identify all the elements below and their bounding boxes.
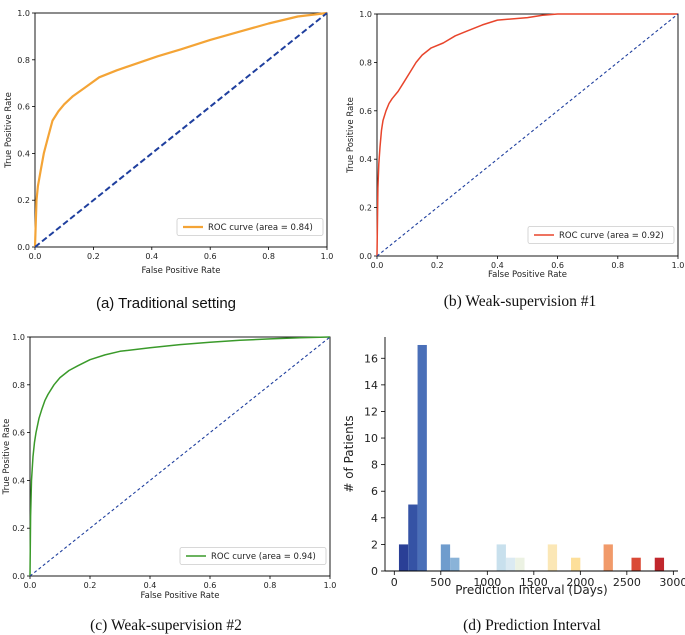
- y-tick-label: 0.8: [17, 56, 30, 65]
- x-axis-label: False Positive Rate: [488, 270, 567, 280]
- panel-caption: (b) Weak-supervision #1: [444, 293, 597, 310]
- x-tick-label: 0.2: [84, 581, 97, 590]
- y-tick-label: 8: [371, 459, 378, 472]
- y-tick-label: 0.4: [359, 155, 372, 164]
- y-tick-label: 0.4: [12, 476, 25, 485]
- legend-label: ROC curve (area = 0.84): [208, 223, 313, 233]
- x-tick-label: 0.0: [371, 261, 384, 270]
- y-axis-label: True Positive Rate: [2, 419, 12, 496]
- x-tick-label: 0.8: [611, 261, 624, 270]
- x-tick-label: 0.6: [551, 261, 564, 270]
- x-tick-label: 3000: [659, 576, 685, 589]
- y-tick-label: 0.0: [12, 572, 25, 581]
- chance-diagonal-line: [376, 13, 679, 257]
- y-tick-label: 0.0: [17, 243, 30, 252]
- x-tick-label: 1.0: [321, 252, 334, 261]
- y-tick-label: 1.0: [359, 10, 372, 19]
- y-tick-label: 16: [364, 352, 378, 365]
- y-tick-label: 0.8: [12, 381, 25, 390]
- y-tick-label: 0: [371, 565, 378, 578]
- y-tick-label: 0.6: [359, 107, 372, 116]
- y-tick-label: 1.0: [17, 9, 30, 18]
- panel-caption: (d) Prediction Interval: [463, 617, 601, 634]
- roc-curve-line: [376, 13, 678, 257]
- y-tick-label: 6: [371, 485, 378, 498]
- y-tick-label: 12: [364, 405, 378, 418]
- x-axis-label: False Positive Rate: [142, 266, 221, 276]
- x-tick-label: 0: [391, 576, 398, 589]
- axes-frame: [34, 12, 328, 248]
- x-tick-label: 500: [430, 576, 451, 589]
- axes-frame: [29, 336, 331, 577]
- x-tick-label: 1000: [473, 576, 501, 589]
- x-tick-label: 0.4: [145, 252, 158, 261]
- histogram-panel-d: 0 500 1000 1500 2000 2500 3000 0 2 4 6 8 10 12 14 16 Pre…: [342, 337, 685, 597]
- histogram-bar: [496, 544, 506, 571]
- x-tick-label: 1.0: [672, 261, 685, 270]
- x-axis-label: Prediction Interval (Days): [455, 583, 608, 597]
- legend-label: ROC curve (area = 0.94): [211, 552, 316, 562]
- x-tick-label: 2500: [613, 576, 641, 589]
- y-tick-label: 0.2: [17, 196, 30, 205]
- y-tick-label: 1.0: [12, 333, 25, 342]
- y-tick-label: 0.8: [359, 58, 372, 67]
- roc-curve-line: [29, 336, 331, 577]
- x-tick-label: 1.0: [324, 581, 337, 590]
- x-tick-label: 0.4: [144, 581, 157, 590]
- histogram-bar: [547, 544, 558, 571]
- histogram-bar: [408, 504, 418, 571]
- y-tick-label: 4: [371, 512, 378, 525]
- histogram-bar: [398, 544, 409, 571]
- y-tick-label: 0.4: [17, 149, 30, 158]
- chance-diagonal-line: [29, 336, 331, 577]
- x-tick-label: 0.4: [491, 261, 504, 270]
- panel-caption: (c) Weak-supervision #2: [90, 617, 242, 634]
- roc-curve-line: [33, 11, 328, 248]
- histogram-bar: [631, 557, 641, 571]
- x-tick-label: 0.6: [204, 252, 217, 261]
- histogram-bar: [450, 557, 460, 571]
- y-tick-label: 0.2: [12, 524, 25, 533]
- legend-box: [527, 226, 675, 244]
- y-tick-label: 0.6: [17, 103, 30, 112]
- x-tick-label: 0.0: [29, 252, 42, 261]
- x-tick-label: 0.2: [87, 252, 100, 261]
- histogram-bar: [603, 544, 613, 571]
- y-axis-label: # of Patients: [342, 415, 356, 492]
- axes-frame: [376, 13, 679, 257]
- x-tick-label: 0.8: [264, 581, 277, 590]
- chance-diagonal-line: [34, 12, 328, 248]
- panel-caption: (a) Traditional setting: [96, 295, 236, 312]
- x-axis-label: False Positive Rate: [141, 591, 220, 601]
- histogram-bar: [505, 557, 516, 571]
- legend-box: [176, 218, 324, 236]
- legend-box: [179, 547, 327, 565]
- histogram-bar: [417, 344, 427, 571]
- x-tick-label: 0.0: [24, 581, 37, 590]
- y-tick-label: 2: [371, 538, 378, 551]
- x-tick-label: 0.6: [204, 581, 217, 590]
- histogram-bar: [571, 557, 581, 571]
- y-tick-label: 10: [364, 432, 378, 445]
- histogram-bar: [515, 557, 525, 571]
- roc-panel-a: 0.0 0.2 0.4 0.6 0.8 1.0 0.0 0.2 0.4 0.6 0.8 1.0 Fals…: [4, 9, 333, 276]
- histogram-bar: [654, 557, 665, 571]
- legend-label: ROC curve (area = 0.92): [559, 231, 664, 241]
- roc-panel-c: 0.0 0.2 0.4 0.6 0.8 1.0 0.0 0.2 0.4 0.6 0.8 1.0 Fals…: [2, 333, 336, 601]
- x-tick-label: 0.2: [431, 261, 444, 270]
- y-axis-label: True Positive Rate: [4, 92, 14, 169]
- x-tick-label: 1500: [520, 576, 548, 589]
- y-tick-label: 0.6: [12, 429, 25, 438]
- y-tick-label: 14: [364, 379, 378, 392]
- y-tick-label: 0.0: [359, 252, 372, 261]
- histogram-bar: [440, 544, 451, 571]
- roc-panel-b: 0.0 0.2 0.4 0.6 0.8 1.0 0.0 0.2 0.4 0.6 0.8 1.0 Fals…: [346, 10, 684, 280]
- x-tick-label: 0.8: [262, 252, 275, 261]
- y-tick-label: 0.2: [359, 204, 372, 213]
- y-axis-label: True Positive Rate: [346, 97, 356, 174]
- x-tick-label: 2000: [566, 576, 594, 589]
